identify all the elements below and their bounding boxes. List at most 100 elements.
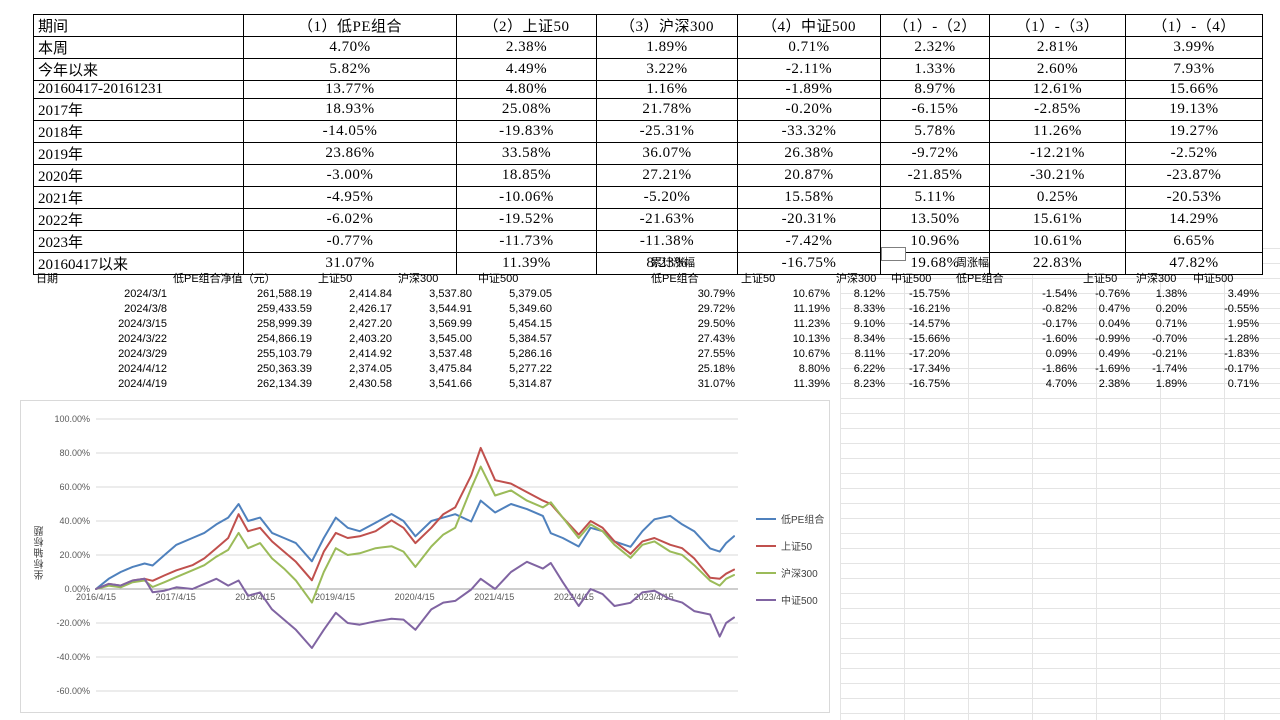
cell[interactable]: 8.23% [596, 252, 738, 275]
cell[interactable]: 25.08% [456, 98, 597, 121]
cell[interactable]: 2019年 [33, 142, 244, 165]
cell[interactable]: 18.85% [456, 164, 597, 187]
column-header-cell[interactable]: 中证500 [478, 273, 519, 285]
cell[interactable]: 20160417-20161231 [33, 80, 244, 99]
cell[interactable]: -16.75% [737, 252, 881, 275]
summary-header-cell[interactable]: （1）低PE组合 [243, 14, 457, 37]
cell[interactable]: -20.53% [1125, 186, 1263, 209]
cell[interactable]: -1.54% [1042, 287, 1077, 300]
cell[interactable]: -0.76% [1095, 287, 1130, 300]
cell[interactable]: 2021年 [33, 186, 244, 209]
cell[interactable]: 0.47% [1098, 302, 1130, 315]
cell[interactable]: -1.69% [1095, 362, 1130, 375]
cell[interactable]: 47.82% [1125, 252, 1263, 275]
cell[interactable]: 5,314.87 [509, 377, 552, 390]
cell[interactable]: -12.21% [989, 142, 1126, 165]
cell[interactable]: 3.99% [1125, 36, 1263, 59]
cell[interactable]: 22.83% [989, 252, 1126, 275]
cell[interactable]: 2020年 [33, 164, 244, 187]
cell[interactable]: 3,475.84 [429, 362, 472, 375]
summary-header-cell[interactable]: 期间 [33, 14, 244, 37]
cell[interactable]: 27.43% [697, 332, 735, 345]
cell[interactable]: 0.49% [1098, 347, 1130, 360]
cell[interactable]: 2,414.84 [349, 287, 392, 300]
cell[interactable]: 8.23% [853, 377, 885, 390]
cell[interactable]: -1.60% [1042, 332, 1077, 345]
cell[interactable]: 18.93% [243, 98, 457, 121]
summary-header-cell[interactable]: （1）-（4） [1125, 14, 1263, 37]
cell[interactable]: 1.16% [596, 80, 738, 99]
column-header-cell[interactable]: 上证50 [318, 273, 353, 285]
cell[interactable]: 19.13% [1125, 98, 1263, 121]
cell[interactable]: 2024/3/1 [124, 287, 167, 300]
cell[interactable] [555, 346, 648, 361]
cell[interactable]: 2.38% [456, 36, 597, 59]
cell[interactable]: -30.21% [989, 164, 1126, 187]
cell[interactable]: 2.60% [989, 58, 1126, 81]
cell[interactable]: -14.05% [243, 120, 457, 143]
cell[interactable]: 2017年 [33, 98, 244, 121]
cell[interactable]: 0.71% [737, 36, 881, 59]
cell[interactable]: 36.07% [596, 142, 738, 165]
cell[interactable]: 23.86% [243, 142, 457, 165]
cell[interactable]: 2,426.17 [349, 302, 392, 315]
cell[interactable]: 今年以来 [33, 58, 244, 81]
cell[interactable]: 259,433.59 [256, 302, 312, 315]
cell[interactable]: -2.85% [989, 98, 1126, 121]
cell[interactable]: -23.87% [1125, 164, 1263, 187]
cell[interactable] [555, 361, 648, 376]
cell[interactable]: 2,414.92 [349, 347, 392, 360]
cell[interactable]: 2023年 [33, 230, 244, 253]
cell[interactable]: -9.72% [880, 142, 990, 165]
cell[interactable]: 5,454.15 [509, 317, 552, 330]
cell[interactable]: 3,537.48 [429, 347, 472, 360]
cell[interactable]: 5.11% [880, 186, 990, 209]
cell[interactable]: -10.06% [456, 186, 597, 209]
cell[interactable]: 26.38% [737, 142, 881, 165]
cell[interactable]: -14.57% [909, 317, 950, 330]
cell[interactable]: 25.18% [697, 362, 735, 375]
cell[interactable]: 21.78% [596, 98, 738, 121]
cell[interactable]: 20.87% [737, 164, 881, 187]
cell[interactable]: 11.39% [793, 377, 831, 390]
cell[interactable]: 31.07% [243, 252, 457, 275]
cell[interactable]: 2,427.20 [349, 317, 392, 330]
cell[interactable]: -3.00% [243, 164, 457, 187]
cell[interactable]: 0.09% [1045, 347, 1077, 360]
cell[interactable]: -16.75% [909, 377, 950, 390]
cell[interactable]: 1.89% [596, 36, 738, 59]
cell[interactable]: 19.68% [880, 252, 990, 275]
cell[interactable]: 2024/3/15 [118, 317, 167, 330]
cell[interactable] [555, 301, 648, 316]
cell[interactable]: 10.67% [792, 347, 830, 360]
cell[interactable]: 261,588.19 [256, 287, 312, 300]
cell[interactable]: -0.82% [1042, 302, 1077, 315]
cell[interactable]: 2,374.05 [349, 362, 392, 375]
cell[interactable]: 7.93% [1125, 58, 1263, 81]
cell[interactable]: -6.02% [243, 208, 457, 231]
cell[interactable]: 262,134.39 [256, 377, 312, 390]
cell[interactable]: 1.89% [1155, 377, 1187, 390]
column-header-cell[interactable]: 沪深300 [1136, 273, 1177, 285]
column-header-cell[interactable]: 低PE组合净值（元） [173, 273, 276, 285]
cell[interactable]: 3,544.91 [429, 302, 472, 315]
cell[interactable]: 27.55% [697, 347, 735, 360]
cell[interactable]: -11.38% [596, 230, 738, 253]
column-header-cell[interactable]: 沪深300 [398, 273, 439, 285]
cell[interactable]: 本周 [33, 36, 244, 59]
cell[interactable]: -11.73% [456, 230, 597, 253]
cell[interactable]: 258,999.39 [256, 317, 312, 330]
cell[interactable]: -0.20% [737, 98, 881, 121]
cell[interactable]: 0.25% [989, 186, 1126, 209]
cell[interactable]: 2.81% [989, 36, 1126, 59]
cell[interactable]: 33.58% [456, 142, 597, 165]
column-header-cell[interactable]: 低PE组合 [956, 273, 1004, 285]
cell[interactable]: 2024/3/22 [118, 332, 167, 345]
column-header-cell[interactable]: 上证50 [741, 273, 776, 285]
cell[interactable]: 0.71% [1227, 377, 1259, 390]
cell[interactable]: 250,363.39 [256, 362, 312, 375]
cell[interactable]: 20160417以来 [33, 252, 244, 275]
cell[interactable]: -7.42% [737, 230, 881, 253]
cell[interactable]: 2018年 [33, 120, 244, 143]
cell[interactable]: 2.32% [880, 36, 990, 59]
